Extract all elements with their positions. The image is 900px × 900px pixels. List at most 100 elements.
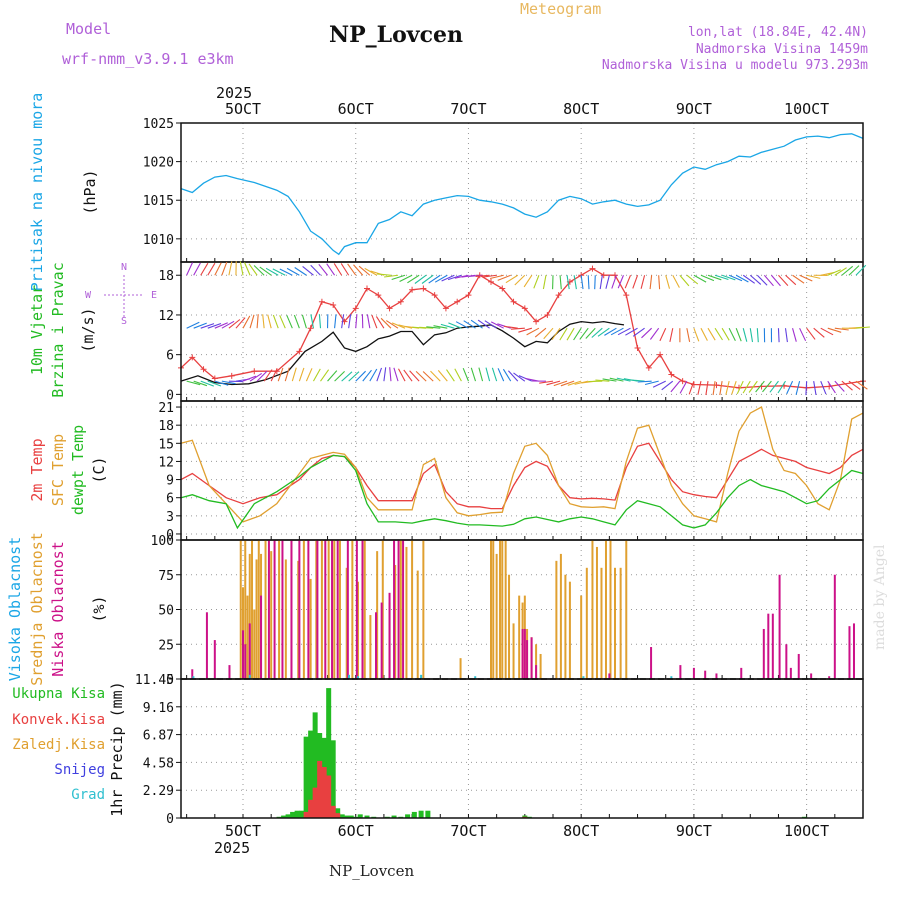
- cloud-bar: [559, 553, 562, 679]
- gust-marker: [521, 305, 528, 312]
- ytick-label: 21: [158, 401, 174, 416]
- wind-arrow: [534, 327, 547, 338]
- wind-arrow: [422, 371, 434, 382]
- wind-arrow: [441, 274, 455, 282]
- wind-arrow: [301, 314, 307, 329]
- wind-arrow: [310, 264, 321, 276]
- wind-arrow: [214, 380, 229, 386]
- wind-arrow: [502, 368, 512, 382]
- precip-bar: [405, 814, 411, 818]
- wind-arrow: [327, 370, 338, 382]
- cloud-bar: [521, 628, 524, 679]
- precip-bar: [357, 814, 363, 818]
- gust-marker: [386, 305, 393, 312]
- wind-arrow: [462, 367, 469, 382]
- cloud-bar: [828, 676, 831, 679]
- panel-clouds: 0 25 50 75 100: [151, 534, 864, 688]
- cloud-bar: [580, 595, 583, 679]
- wind-arrow: [848, 265, 860, 276]
- wind-arrow: [386, 320, 399, 329]
- cloud-bar: [251, 540, 254, 679]
- wind-arrow: [714, 274, 729, 281]
- footer-station: NP_Lovcen: [329, 862, 415, 880]
- cloud-bar: [284, 559, 287, 679]
- wind-arrow: [546, 380, 561, 386]
- cloud-bar: [242, 630, 244, 679]
- wind-arrow: [533, 275, 540, 289]
- wind-arrow: [221, 320, 235, 329]
- cloud-bar: [501, 540, 504, 679]
- gust-marker: [623, 292, 630, 299]
- wind-arrow: [430, 370, 441, 382]
- cloud-bar: [539, 653, 542, 679]
- gust-marker: [645, 364, 652, 371]
- wind-arrow: [637, 380, 652, 383]
- gust-marker: [533, 318, 540, 325]
- wind-arrow: [193, 322, 207, 329]
- series-dewpt-temp: [180, 454, 864, 530]
- cloud-bar: [356, 581, 359, 679]
- wind-arrow: [475, 274, 490, 277]
- cloud-bar: [625, 540, 628, 679]
- wind-arrow: [434, 274, 448, 283]
- wind-arrow: [318, 263, 328, 276]
- cloud-bar: [376, 551, 379, 679]
- wind-arrow: [364, 267, 378, 276]
- wind-arrow: [834, 267, 847, 276]
- wind-arrow: [347, 263, 357, 276]
- wind-arrow: [617, 275, 624, 289]
- ytick-label: 1015: [143, 194, 174, 209]
- cloud-bar: [704, 670, 707, 679]
- wind-arrow: [448, 322, 462, 329]
- cloud-bar: [239, 540, 242, 679]
- cloud-bar: [715, 673, 718, 679]
- wind-arrow: [249, 372, 263, 382]
- wind-arrow: [799, 327, 807, 342]
- precip-bar: [312, 787, 318, 818]
- cloud-bar: [399, 540, 402, 679]
- wind-arrow: [566, 327, 575, 341]
- cloud-bar: [555, 560, 558, 679]
- cloud-bar: [474, 676, 477, 679]
- ytick-label: 0: [166, 528, 174, 543]
- series-pritisak-na-nivou-mora: [180, 133, 864, 256]
- wind-arrow: [795, 381, 801, 395]
- cloud-bar: [380, 602, 383, 679]
- high-cloud-title: Visoka Oblacnost: [6, 537, 24, 682]
- wind-arrow: [686, 274, 699, 285]
- precip-bar: [294, 810, 300, 818]
- lonlat: lon,lat (18.84E, 42.4N): [687, 25, 868, 40]
- wind-arrow: [841, 265, 854, 276]
- wind-arrow: [482, 274, 497, 278]
- wind-arrow: [725, 381, 730, 395]
- cloud-bar: [767, 613, 770, 679]
- meteogram-label: Meteogram: [520, 0, 602, 18]
- wind-arrow: [649, 327, 660, 340]
- cloud-bar: [393, 540, 396, 679]
- cloud-bar: [740, 667, 743, 679]
- gust-marker: [251, 368, 258, 375]
- wind-arrow: [497, 274, 511, 281]
- wind-arrow: [770, 274, 781, 287]
- wind-arrow: [279, 315, 286, 329]
- wind-arrow: [672, 274, 680, 288]
- day-label-top: 5OCT: [225, 100, 261, 118]
- wind-arrow: [640, 275, 646, 289]
- gust-marker: [679, 378, 686, 385]
- day-label-bottom: 5OCT: [225, 822, 261, 840]
- ytick-label: 3: [166, 510, 174, 525]
- cloud-bar: [504, 540, 507, 679]
- wind-arrow: [497, 368, 505, 382]
- year-top: 2025: [216, 84, 253, 102]
- wind-arrow: [539, 380, 554, 384]
- series-sfc-temp: [180, 406, 864, 523]
- model-name: wrf-nmm_v3.9.1 e3km: [62, 50, 234, 68]
- wind-arrow: [693, 274, 707, 283]
- wind-arrow: [778, 274, 789, 286]
- wind-arrow: [312, 368, 321, 382]
- wind-arrow: [242, 375, 257, 382]
- wind-arrow: [543, 327, 554, 340]
- ytick-label: 12: [158, 455, 174, 470]
- cloud-bar: [852, 623, 855, 679]
- gust-marker: [589, 265, 596, 272]
